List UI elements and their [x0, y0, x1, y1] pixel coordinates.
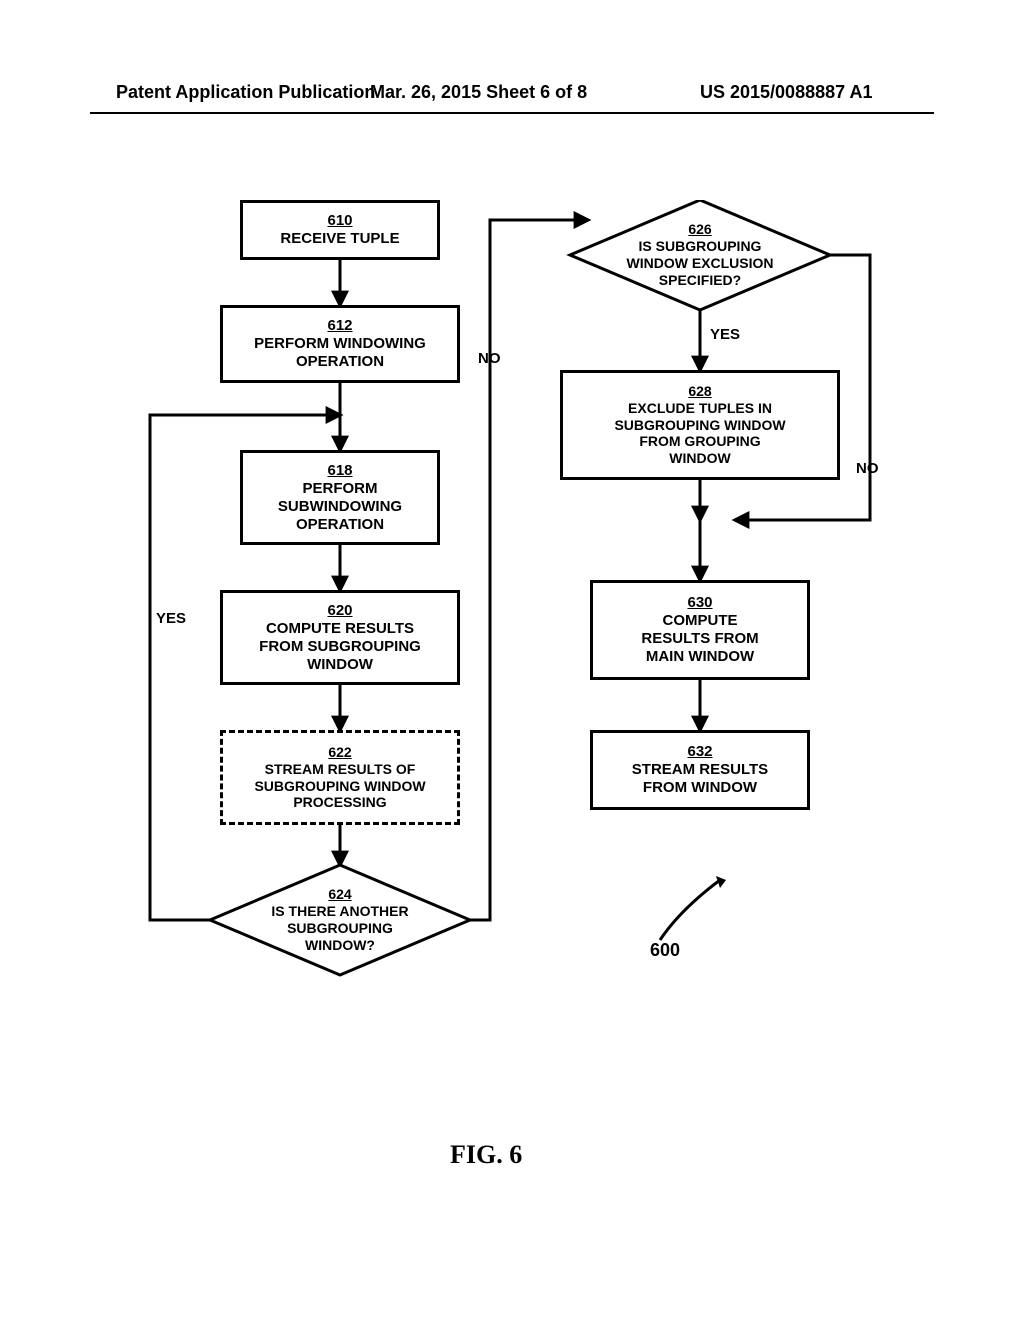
- node-622: 622STREAM RESULTS OFSUBGROUPING WINDOWPR…: [220, 730, 460, 825]
- header-right: US 2015/0088887 A1: [700, 82, 872, 103]
- node-610: 610RECEIVE TUPLE: [240, 200, 440, 260]
- label-no-626: NO: [856, 460, 879, 477]
- node-612: 612PERFORM WINDOWINGOPERATION: [220, 305, 460, 383]
- reference-number: 600: [650, 940, 680, 961]
- header-rule: [90, 112, 934, 114]
- flowchart-canvas: 610RECEIVE TUPLE 612PERFORM WINDOWINGOPER…: [120, 200, 904, 1100]
- header-left: Patent Application Publication: [116, 82, 375, 103]
- node-632: 632STREAM RESULTSFROM WINDOW: [590, 730, 810, 810]
- label-no-612: NO: [478, 350, 501, 367]
- node-628: 628EXCLUDE TUPLES INSUBGROUPING WINDOWFR…: [560, 370, 840, 480]
- figure-label: FIG. 6: [450, 1140, 522, 1170]
- node-618: 618PERFORMSUBWINDOWINGOPERATION: [240, 450, 440, 545]
- page: Patent Application Publication Mar. 26, …: [0, 0, 1024, 1320]
- node-624: 624IS THERE ANOTHERSUBGROUPINGWINDOW?: [210, 865, 470, 975]
- page-header: Patent Application Publication Mar. 26, …: [0, 82, 1024, 106]
- node-626: 626IS SUBGROUPINGWINDOW EXCLUSIONSPECIFI…: [570, 200, 830, 310]
- label-yes-624: YES: [156, 610, 186, 627]
- node-630: 630COMPUTERESULTS FROMMAIN WINDOW: [590, 580, 810, 680]
- header-mid: Mar. 26, 2015 Sheet 6 of 8: [370, 82, 587, 103]
- label-yes-626: YES: [710, 326, 740, 343]
- node-620: 620COMPUTE RESULTSFROM SUBGROUPINGWINDOW: [220, 590, 460, 685]
